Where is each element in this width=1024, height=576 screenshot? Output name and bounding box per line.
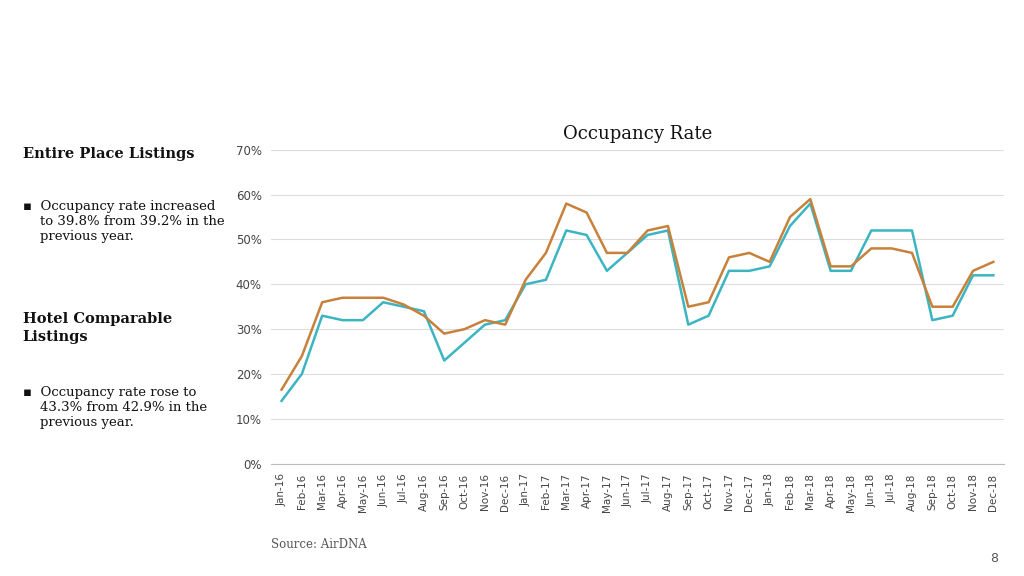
Hotel Comparable [337,294,349,301]
Hotel Comparable [662,222,674,229]
Hotel Comparable [723,254,735,261]
Entire Place [519,281,531,288]
Entire Place [662,227,674,234]
Entire Place [316,312,329,319]
Line: Entire Place: Entire Place [282,203,993,401]
Text: Airbnb: Occupancy Rate Trends: Airbnb: Occupancy Rate Trends [242,21,782,52]
Entire Place [296,370,308,377]
Entire Place [601,267,613,274]
Entire Place [397,304,410,310]
Entire Place [581,232,593,238]
Entire Place [499,317,511,324]
Hotel Comparable [886,245,898,252]
Entire Place [337,317,349,324]
Hotel Comparable [865,245,878,252]
Entire Place [804,200,816,207]
Line: Hotel Comparable: Hotel Comparable [282,199,993,390]
Text: ▪  Occupancy rate rose to
    43.3% from 42.9% in the
    previous year.: ▪ Occupancy rate rose to 43.3% from 42.9… [23,386,207,429]
Hotel Comparable [845,263,857,270]
Hotel Comparable [946,304,958,310]
Hotel Comparable [804,196,816,203]
Hotel Comparable [459,325,471,332]
Hotel Comparable [418,312,430,319]
Hotel Comparable [316,299,329,306]
Hotel Comparable [622,249,634,256]
Hotel Comparable [906,249,919,256]
Hotel Comparable [581,209,593,216]
Hotel Comparable [560,200,572,207]
Hotel Comparable [499,321,511,328]
Entire Place [886,227,898,234]
Hotel Comparable [601,249,613,256]
Hotel Comparable [783,214,796,221]
Hotel Comparable [377,294,389,301]
Entire Place [764,263,776,270]
Entire Place [987,272,999,279]
Hotel Comparable [967,267,979,274]
Entire Place [926,317,938,324]
Entire Place [560,227,572,234]
Entire Place [946,312,958,319]
Entire Place [723,267,735,274]
Text: Hotel Comparable
Listings: Hotel Comparable Listings [23,312,172,344]
Text: 8: 8 [990,552,998,564]
Entire Place [682,321,694,328]
Hotel Comparable [519,276,531,283]
Hotel Comparable [682,304,694,310]
Hotel Comparable [764,259,776,266]
Hotel Comparable [275,386,288,393]
Hotel Comparable [397,301,410,308]
Text: (December 2018): (December 2018) [432,67,592,85]
Hotel Comparable [824,263,837,270]
Text: Entire Place Listings: Entire Place Listings [23,147,195,161]
Text: ▪  Occupancy rate increased
    to 39.8% from 39.2% in the
    previous year.: ▪ Occupancy rate increased to 39.8% from… [23,200,224,244]
Entire Place [743,267,756,274]
Hotel Comparable [926,304,938,310]
Entire Place [438,357,451,364]
Hotel Comparable [356,294,369,301]
Hotel Comparable [296,353,308,359]
Hotel Comparable [540,249,552,256]
Entire Place [540,276,552,283]
Hotel Comparable [438,330,451,337]
Entire Place [641,232,653,238]
Entire Place [906,227,919,234]
Entire Place [702,312,715,319]
Entire Place [967,272,979,279]
Entire Place [783,222,796,229]
Entire Place [377,299,389,306]
Hotel Comparable [987,259,999,266]
Text: Source: AirDNA: Source: AirDNA [271,539,368,551]
Entire Place [459,339,471,346]
Entire Place [418,308,430,314]
Hotel Comparable [641,227,653,234]
Entire Place [824,267,837,274]
Hotel Comparable [702,299,715,306]
Hotel Comparable [743,249,756,256]
Hotel Comparable [479,317,492,324]
Entire Place [275,397,288,404]
Entire Place [356,317,369,324]
Entire Place [622,249,634,256]
Entire Place [845,267,857,274]
Entire Place [479,321,492,328]
Entire Place [865,227,878,234]
Title: Occupancy Rate: Occupancy Rate [563,124,712,143]
